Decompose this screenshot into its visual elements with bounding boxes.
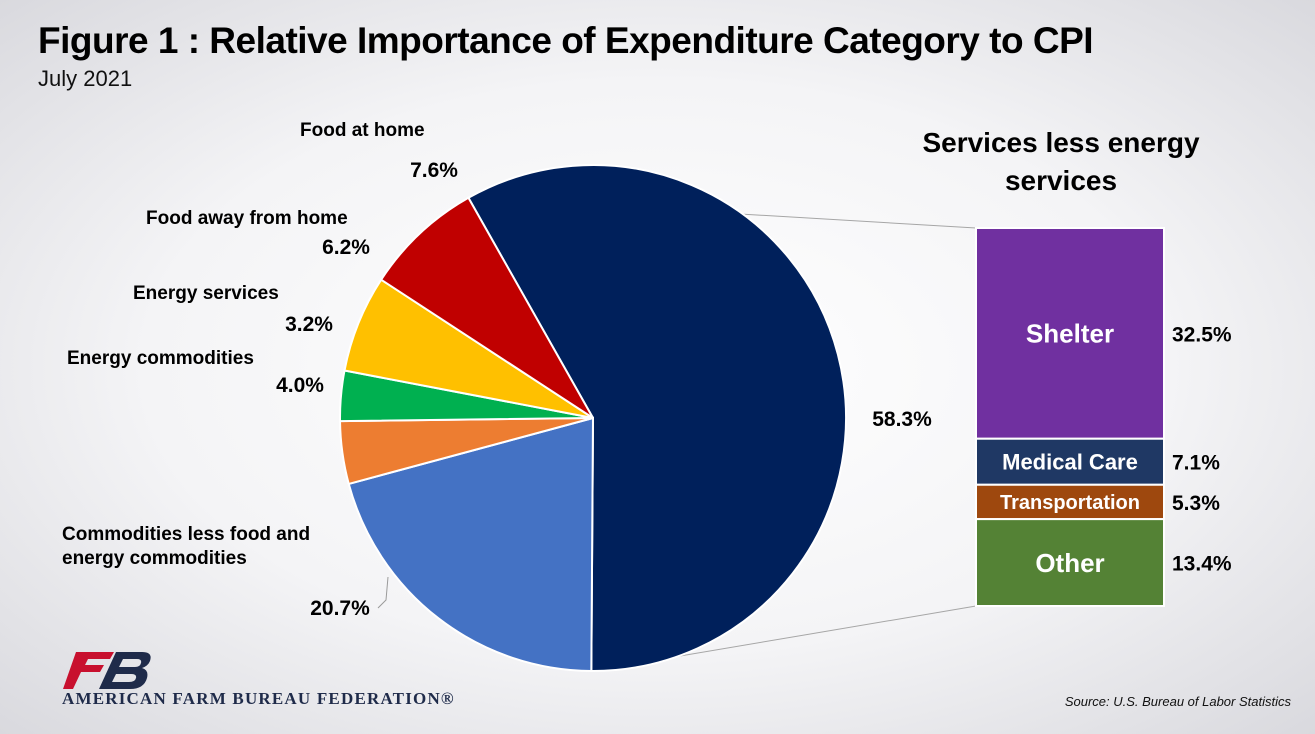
source-note: Source: U.S. Bureau of Labor Statistics <box>1064 694 1291 709</box>
pie-slice-services-less-energy-services <box>467 164 848 672</box>
pie-label-energy-commodities: Energy commodities <box>67 348 254 369</box>
pie-label-commodities-less-food-and-energy-commodities: Commodities less food and energy commodit… <box>62 524 310 569</box>
bar-segment-other <box>975 518 1165 607</box>
bar-segment-medical-care <box>975 437 1165 486</box>
pie-slice-food-at-home <box>379 196 594 419</box>
pie-label-food-at-home: Food at home <box>300 120 425 141</box>
bar-label-shelter: Shelter <box>1026 319 1114 349</box>
bar-label-transportation: Transportation <box>1000 492 1140 514</box>
pie-value-services-less-energy-services: 58.3% <box>872 408 932 431</box>
pie-leader-line <box>377 576 389 609</box>
pie-value-energy-commodities: 4.0% <box>276 374 324 397</box>
pie-chart <box>339 164 848 672</box>
chart-subtitle: July 2021 <box>38 66 133 91</box>
bar-value-shelter: 32.5% <box>1172 323 1232 346</box>
bar-value-medical-care: 7.1% <box>1172 452 1220 475</box>
bar-value-other: 13.4% <box>1172 553 1232 576</box>
pie-label-food-away-from-home: Food away from home <box>146 208 348 229</box>
pie-value-food-away-from-home: 6.2% <box>322 236 370 259</box>
bar-segment-shelter <box>975 227 1165 440</box>
bar-chart-title: Services less energy services <box>922 127 1200 196</box>
afbf-logo-icon <box>63 652 151 689</box>
bar-segment-transportation <box>975 483 1165 521</box>
bar-label-medical-care: Medical Care <box>1002 450 1138 475</box>
pie-value-commodities-less-food-and-energy-commodities: 20.7% <box>310 597 370 620</box>
pie-labels: 58.3% Commodities less food and energy com… <box>62 120 932 620</box>
pie-slice-commodities-less-food-and-energy-commodities <box>347 416 595 672</box>
bar-value-transportation: 5.3% <box>1172 492 1220 515</box>
pie-value-energy-services: 3.2% <box>285 313 333 336</box>
pie-value-food-at-home: 7.6% <box>410 159 458 182</box>
organization-name: AMERICAN FARM BUREAU FEDERATION® <box>62 689 455 708</box>
chart-title: Figure 1 : Relative Importance of Expend… <box>38 20 1094 61</box>
stacked-bar-chart: Services less energy services Shelter 32.5%… <box>922 127 1232 607</box>
pie-label-energy-services: Energy services <box>133 283 279 304</box>
bar-label-other: Other <box>1035 548 1104 578</box>
